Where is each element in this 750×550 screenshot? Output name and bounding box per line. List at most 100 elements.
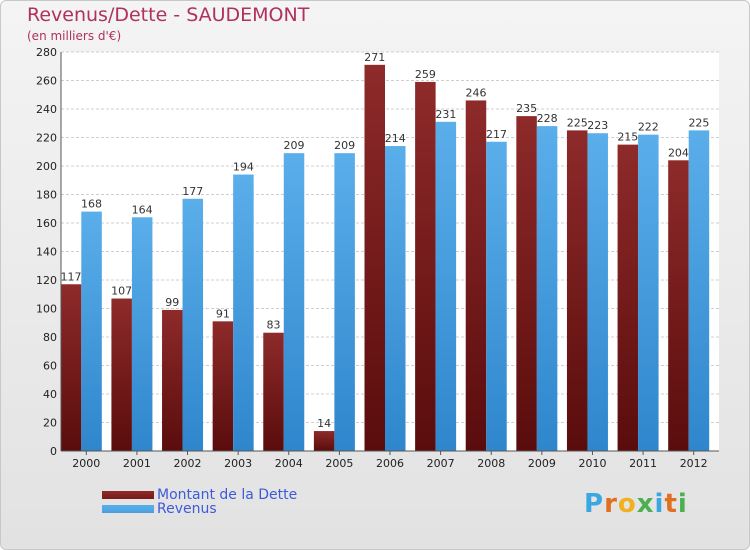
value-label-dette: 271 xyxy=(364,51,385,64)
value-label-revenus: 228 xyxy=(537,112,558,125)
bar-dette xyxy=(212,321,234,451)
proxiti-logo: Proxiti xyxy=(584,489,688,519)
bar-dette xyxy=(111,298,132,451)
value-label-revenus: 223 xyxy=(587,119,608,132)
value-label-revenus: 217 xyxy=(486,128,507,141)
x-tick-label: 2000 xyxy=(72,457,100,470)
y-tick-label: 100 xyxy=(36,303,57,316)
bar-dette xyxy=(566,130,588,451)
legend-swatch-revenus xyxy=(102,505,154,513)
bar-dette xyxy=(364,64,385,451)
legend-label-dette: Montant de la Dette xyxy=(157,487,298,503)
value-label-dette: 204 xyxy=(668,146,689,159)
bar-dette xyxy=(668,160,689,452)
y-tick-label: 260 xyxy=(36,75,57,88)
bar-revenus xyxy=(486,141,507,451)
value-label-dette: 117 xyxy=(61,270,82,283)
value-label-revenus: 194 xyxy=(233,161,254,174)
value-label-revenus: 177 xyxy=(182,185,203,198)
value-label-dette: 99 xyxy=(165,296,179,309)
bar-revenus xyxy=(385,146,406,452)
legend-swatch-dette xyxy=(102,491,154,499)
bar-revenus xyxy=(182,198,204,451)
y-tick-label: 120 xyxy=(36,274,57,287)
x-tick-label: 2005 xyxy=(325,457,353,470)
y-tick-label: 60 xyxy=(43,360,57,373)
value-label-dette: 215 xyxy=(617,131,638,144)
bars xyxy=(60,64,710,452)
value-label-revenus: 168 xyxy=(81,198,102,211)
y-tick-label: 160 xyxy=(36,217,57,230)
bar-dette xyxy=(60,284,82,451)
chart-subtitle: (en milliers d'€) xyxy=(27,29,122,43)
value-label-dette: 246 xyxy=(465,86,486,99)
x-tick-label: 2010 xyxy=(578,457,606,470)
y-tick-label: 140 xyxy=(36,246,57,259)
value-label-revenus: 222 xyxy=(638,121,659,134)
logo-letter: t xyxy=(664,489,678,519)
x-tick-label: 2011 xyxy=(629,457,657,470)
bar-revenus xyxy=(334,153,355,452)
y-tick-label: 80 xyxy=(43,331,57,344)
value-label-revenus: 231 xyxy=(435,108,456,121)
bar-dette xyxy=(415,81,436,452)
bar-dette xyxy=(313,431,335,451)
bar-dette xyxy=(617,144,639,451)
value-label-revenus: 225 xyxy=(688,116,709,129)
bar-revenus xyxy=(587,133,608,451)
axes: 0 20 40 60 80 100 120 140 160 180 200 220 240 260 280 2… xyxy=(36,46,719,470)
y-tick-label: 220 xyxy=(36,132,57,145)
legend-label-revenus: Revenus xyxy=(157,501,217,517)
x-tick-label: 2004 xyxy=(275,457,303,470)
bar-revenus xyxy=(688,130,710,451)
logo-letter: i xyxy=(677,489,688,519)
bar-revenus xyxy=(233,174,254,452)
bar-revenus xyxy=(81,211,102,451)
bar-revenus xyxy=(435,121,457,451)
value-label-dette: 235 xyxy=(516,102,537,115)
value-label-revenus: 214 xyxy=(385,132,406,145)
x-tick-label: 2003 xyxy=(224,457,252,470)
bar-dette xyxy=(516,116,537,451)
value-label-revenus: 164 xyxy=(132,203,153,216)
x-tick-label: 2008 xyxy=(477,457,505,470)
y-tick-label: 20 xyxy=(43,417,57,430)
logo-letter: x xyxy=(636,489,655,519)
bar-revenus xyxy=(283,153,305,452)
bar-dette xyxy=(465,100,487,451)
y-tick-label: 40 xyxy=(43,388,57,401)
y-tick-label: 180 xyxy=(36,189,57,202)
x-tick-label: 2001 xyxy=(123,457,151,470)
value-label-dette: 107 xyxy=(111,285,132,298)
bar-revenus xyxy=(131,217,153,451)
value-label-revenus: 209 xyxy=(334,139,355,152)
bar-revenus xyxy=(536,126,558,451)
y-tick-label: 200 xyxy=(36,160,57,173)
logo-letter: o xyxy=(617,489,637,519)
chart-title: Revenus/Dette - SAUDEMONT xyxy=(27,4,310,26)
x-tick-label: 2009 xyxy=(528,457,556,470)
bar-revenus xyxy=(638,134,659,451)
x-tick-label: 2002 xyxy=(174,457,202,470)
value-label-revenus: 209 xyxy=(284,139,305,152)
bar-dette xyxy=(162,309,183,451)
legend-item-dette: Montant de la Dette xyxy=(102,487,297,503)
value-label-dette: 83 xyxy=(267,319,281,332)
bar-dette xyxy=(263,332,284,451)
value-label-dette: 91 xyxy=(216,307,230,320)
y-tick-label: 280 xyxy=(36,46,57,59)
value-labels: 117 168 107 164 99 177 91 194 83 209 14 209 271 214 25… xyxy=(61,51,710,430)
logo-letter: i xyxy=(654,489,665,519)
value-label-dette: 259 xyxy=(415,68,436,81)
x-tick-label: 2006 xyxy=(376,457,404,470)
value-label-dette: 14 xyxy=(317,417,331,430)
y-tick-label: 240 xyxy=(36,103,57,116)
x-tick-label: 2012 xyxy=(680,457,708,470)
value-label-dette: 225 xyxy=(567,116,588,129)
y-tick-label: 0 xyxy=(50,445,57,458)
legend-item-revenus: Revenus xyxy=(102,501,217,517)
logo-letter: r xyxy=(604,489,618,519)
logo-letter: P xyxy=(584,489,605,519)
